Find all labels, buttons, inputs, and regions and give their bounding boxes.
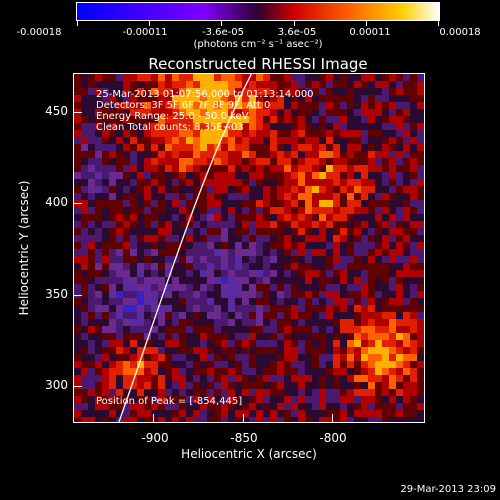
y-tick-label: 400 [45, 195, 68, 209]
timestamp: 29-Mar-2013 23:09 [400, 484, 496, 495]
colorbar-tick-label: -3.6e-05 [202, 27, 244, 38]
x-tick-label: -900 [141, 431, 169, 445]
x-axis-label: Heliocentric X (arcsec) [181, 447, 317, 461]
info-detectors: Detectors: 3F 5F 6F 7F 8F 9F, Att 0 [96, 100, 271, 111]
solar-limb [118, 74, 253, 422]
colorbar-tick-label: -0.00018 [16, 27, 62, 38]
y-tick-label: 350 [45, 287, 68, 301]
image-map: 25-Mar-2013 01:07:56.000 to 01:13:14.000… [73, 73, 425, 423]
info-energy: Energy Range: 25.0 - 50.0 keV [96, 111, 249, 122]
colorbar-tick-label: 0.00018 [439, 27, 481, 38]
colorbar-gradient [77, 3, 439, 20]
y-tick-label: 450 [45, 104, 68, 118]
colorbar-tick-label: 0.00011 [349, 27, 391, 38]
plot-title: Reconstructed RHESSI Image [148, 55, 368, 73]
peak-position: Position of Peak = [-854,445] [96, 396, 243, 407]
x-tick-label: -850 [230, 431, 258, 445]
rhessi-image [74, 74, 424, 422]
colorbar-axis: -0.00018 -0.00011 -3.6e-05 3.6e-05 0.000… [0, 0, 500, 60]
info-time: 25-Mar-2013 01:07:56.000 to 01:13:14.000 [96, 89, 314, 100]
colorbar-tick-label: 3.6e-05 [277, 27, 317, 38]
colorbar [76, 2, 440, 21]
y-tick-label: 300 [45, 378, 68, 392]
x-tick-label: -800 [319, 431, 347, 445]
info-clean: Clean Total counts: 8.35E+03 [96, 122, 244, 133]
colorbar-units: (photons cm⁻² s⁻¹ asec⁻²) [193, 39, 323, 50]
colorbar-tick-label: -0.00011 [122, 27, 168, 38]
y-axis-label: Heliocentric Y (arcsec) [17, 180, 31, 316]
